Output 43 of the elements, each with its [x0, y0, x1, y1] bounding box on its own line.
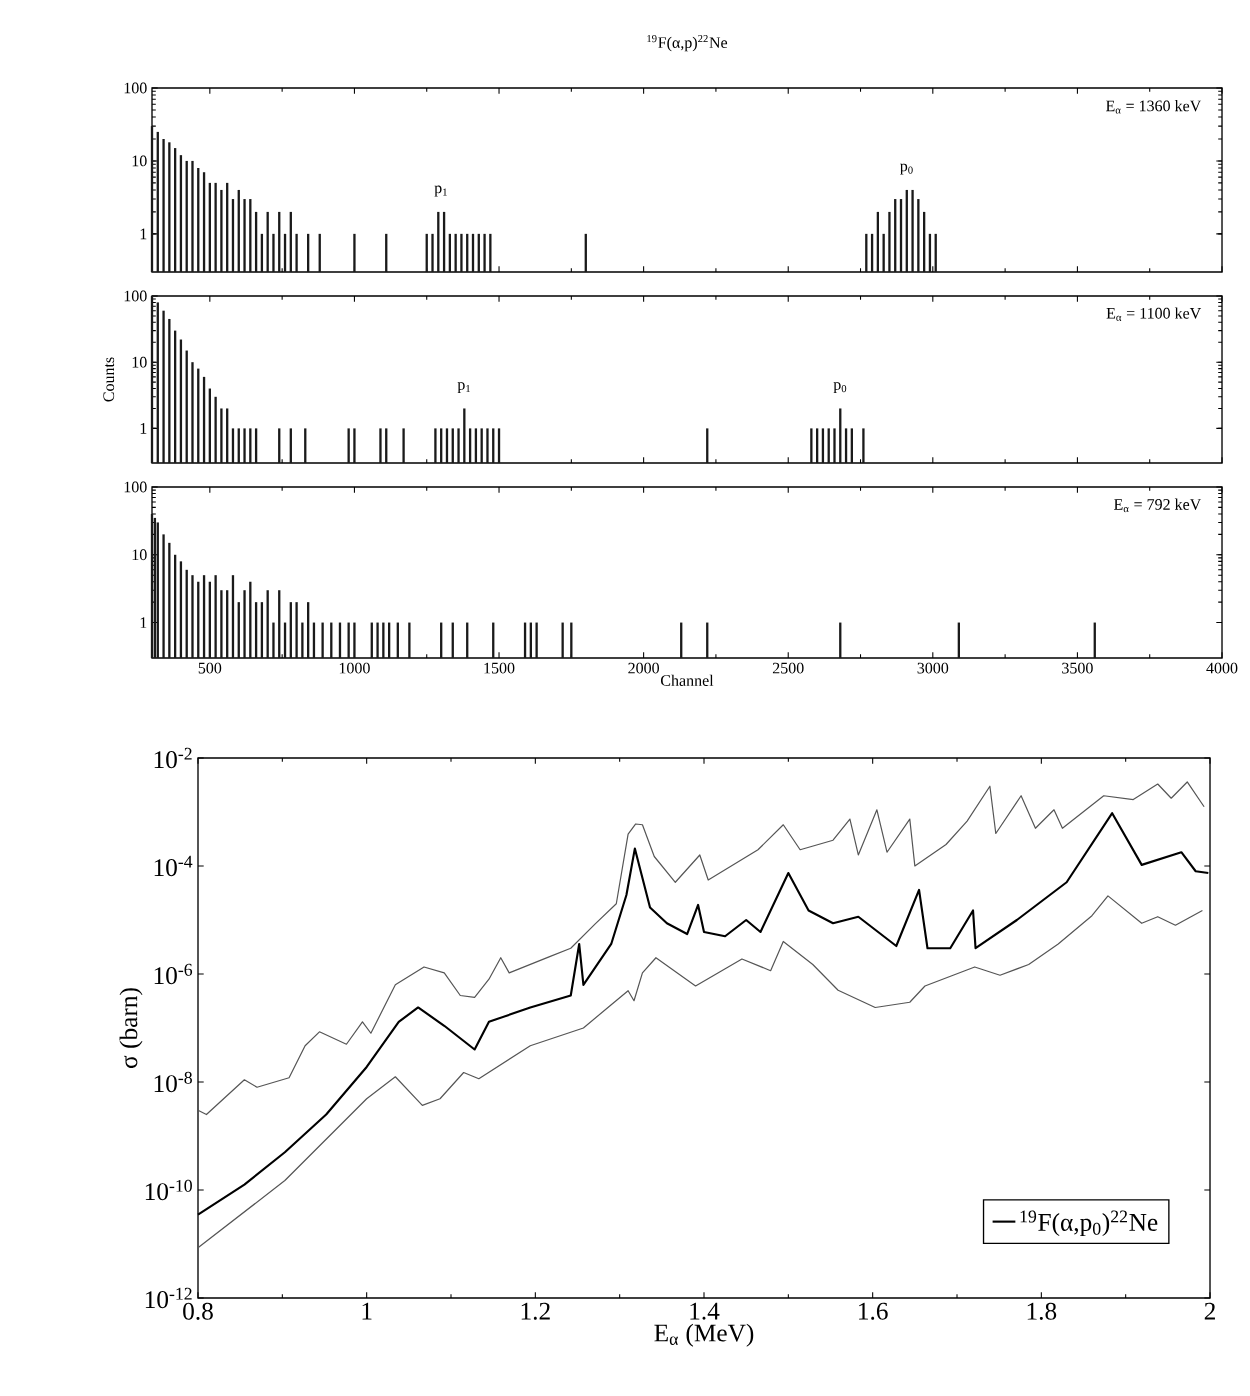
annotation: E$_{α}$ = 1100 keV — [1106, 307, 1202, 321]
annotation: p$_{1}$ — [434, 185, 447, 197]
x-axis-title: Channel — [660, 674, 714, 686]
y-tick-label: 1 — [140, 228, 147, 240]
y-tick-label: 10$^{-4}$ — [154, 855, 193, 877]
y-tick-label: 100 — [124, 82, 147, 94]
chart-title: $^{19}$F(α,p)$^{22}$Ne — [647, 35, 728, 52]
y-tick-label: 100 — [124, 290, 147, 302]
x-tick-label: 1500 — [484, 662, 515, 674]
y-tick-label: 10$^{-8}$ — [154, 1071, 192, 1093]
y-tick-label: 1 — [140, 617, 147, 628]
y-axis-title: σ (barn) — [119, 988, 143, 1068]
x-tick-label: 1.6 — [859, 1302, 888, 1320]
x-tick-label: 2000 — [628, 662, 660, 674]
annotation: p$_{0}$ — [833, 382, 847, 394]
annotation: p$_{0}$ — [900, 163, 913, 175]
annotation: E$_{α}$ = 792 keV — [1114, 498, 1202, 513]
y-tick-label: 10 — [132, 155, 147, 167]
y-tick-label: 10$^{-2}$ — [154, 747, 192, 769]
x-tick-label: 2500 — [772, 662, 804, 674]
x-tick-label: 3000 — [917, 662, 949, 674]
line-series — [197, 781, 1205, 1116]
x-tick-label: 1 — [362, 1302, 372, 1320]
y-tick-label: 100 — [124, 481, 147, 493]
y-tick-label: 10$^{-10}$ — [145, 1179, 192, 1201]
x-tick-label: 500 — [198, 662, 222, 674]
y-tick-label: 10 — [132, 549, 147, 561]
legend-label: $^{19}$F(α,p$_{0}$)$^{22}$Ne — [1020, 1210, 1158, 1237]
x-axis-title: E$_{α}$ (MeV) — [654, 1323, 754, 1347]
y-tick-label: 1 — [140, 423, 147, 434]
x-tick-label: 4000 — [1206, 662, 1238, 674]
x-tick-label: 3500 — [1062, 662, 1093, 674]
line-series — [197, 895, 1204, 1249]
annotation: E$_{α}$ = 1360 keV — [1106, 100, 1202, 114]
y-axis-title: Counts — [103, 357, 115, 402]
x-tick-label: 1.8 — [1027, 1302, 1057, 1320]
y-tick-label: 10$^{-6}$ — [154, 963, 193, 985]
x-tick-label: 1000 — [339, 662, 370, 674]
y-tick-label: 10 — [132, 356, 147, 368]
x-tick-label: 2 — [1204, 1302, 1215, 1320]
annotation: p$_{1}$ — [457, 382, 471, 394]
x-tick-label: 1.4 — [690, 1302, 720, 1320]
x-tick-label: 1.2 — [521, 1302, 550, 1320]
